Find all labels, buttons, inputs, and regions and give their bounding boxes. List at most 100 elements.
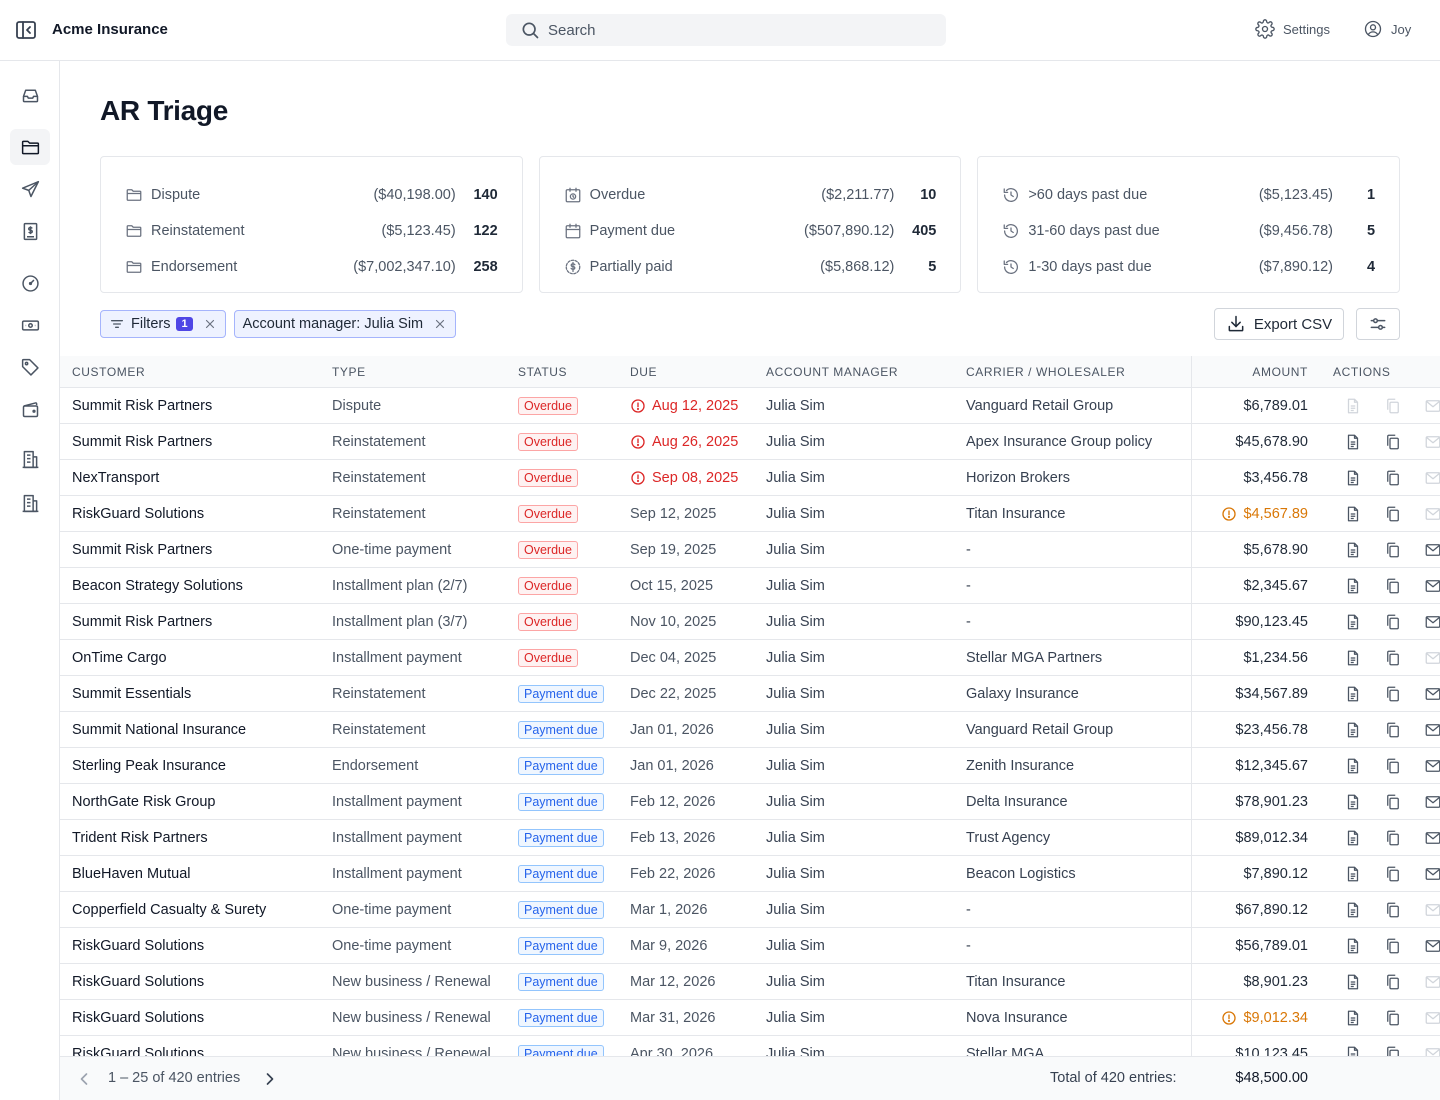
document-icon[interactable] (1333, 865, 1373, 883)
customer-name[interactable]: NexTransport (72, 469, 160, 486)
copy-icon[interactable] (1373, 1009, 1413, 1027)
close-icon[interactable] (433, 317, 447, 331)
column-settings-button[interactable] (1356, 308, 1400, 340)
summary-row-31-60-days-past-due[interactable]: 31-60 days past due ($9,456.78) 5 (1002, 213, 1375, 249)
mail-icon[interactable] (1413, 973, 1440, 991)
copy-icon[interactable] (1373, 937, 1413, 955)
table-row[interactable]: Summit National Insurance Reinstatement Pa… (60, 712, 1440, 748)
table-row[interactable]: RiskGuard Solutions New business / Renewa… (60, 1036, 1440, 1056)
copy-icon[interactable] (1373, 541, 1413, 559)
search-input[interactable]: Search (506, 14, 946, 46)
filters-chip[interactable]: Filters 1 (100, 310, 226, 338)
summary-row-60-days-past-due[interactable]: >60 days past due ($5,123.45) 1 (1002, 177, 1375, 213)
header-amount[interactable]: AMOUNT (1252, 364, 1308, 379)
customer-name[interactable]: BlueHaven Mutual (72, 865, 191, 882)
document-icon[interactable] (1333, 469, 1373, 487)
document-icon[interactable] (1333, 721, 1373, 739)
document-icon[interactable] (1333, 1009, 1373, 1027)
copy-icon[interactable] (1373, 433, 1413, 451)
mail-icon[interactable] (1413, 397, 1440, 415)
sidebar-toggle-icon[interactable] (14, 18, 38, 42)
table-row[interactable]: Trident Risk Partners Installment payment… (60, 820, 1440, 856)
table-row[interactable]: Sterling Peak Insurance Endorsement Paymen… (60, 748, 1440, 784)
mail-icon[interactable] (1413, 613, 1440, 631)
sidebar-item-invoices[interactable] (10, 213, 50, 249)
summary-row-dispute[interactable]: Dispute ($40,198.00) 140 (125, 177, 498, 213)
customer-name[interactable]: RiskGuard Solutions (72, 1045, 205, 1057)
header-due[interactable]: DUE (630, 364, 658, 379)
sidebar-item-wallet[interactable] (10, 391, 50, 427)
header-account-manager[interactable]: ACCOUNT MANAGER (766, 364, 899, 379)
copy-icon[interactable] (1373, 865, 1413, 883)
sidebar-item-organizations[interactable] (10, 441, 50, 477)
mail-icon[interactable] (1413, 829, 1440, 847)
copy-icon[interactable] (1373, 829, 1413, 847)
table-row[interactable]: RiskGuard Solutions New business / Renewa… (60, 964, 1440, 1000)
document-icon[interactable] (1333, 757, 1373, 775)
sidebar-item-dashboard[interactable] (10, 265, 50, 301)
copy-icon[interactable] (1373, 649, 1413, 667)
copy-icon[interactable] (1373, 757, 1413, 775)
close-icon[interactable] (203, 317, 217, 331)
mail-icon[interactable] (1413, 541, 1440, 559)
table-row[interactable]: Summit Risk Partners One-time payment Over… (60, 532, 1440, 568)
copy-icon[interactable] (1373, 469, 1413, 487)
mail-icon[interactable] (1413, 1009, 1440, 1027)
copy-icon[interactable] (1373, 397, 1413, 415)
table-row[interactable]: Summit Risk Partners Dispute Overdue Aug 12… (60, 388, 1440, 424)
customer-name[interactable]: Trident Risk Partners (72, 829, 208, 846)
document-icon[interactable] (1333, 937, 1373, 955)
copy-icon[interactable] (1373, 685, 1413, 703)
mail-icon[interactable] (1413, 433, 1440, 451)
document-icon[interactable] (1333, 1045, 1373, 1056)
chevron-right-icon[interactable] (260, 1069, 280, 1089)
mail-icon[interactable] (1413, 685, 1440, 703)
table-row[interactable]: OnTime Cargo Installment payment Overdue De… (60, 640, 1440, 676)
summary-row-1-30-days-past-due[interactable]: 1-30 days past due ($7,890.12) 4 (1002, 249, 1375, 285)
copy-icon[interactable] (1373, 613, 1413, 631)
mail-icon[interactable] (1413, 901, 1440, 919)
table-row[interactable]: Beacon Strategy Solutions Installment pla… (60, 568, 1440, 604)
header-type[interactable]: TYPE (332, 364, 366, 379)
customer-name[interactable]: Copperfield Casualty & Surety (72, 901, 267, 918)
document-icon[interactable] (1333, 901, 1373, 919)
summary-row-endorsement[interactable]: Endorsement ($7,002,347.10) 258 (125, 249, 498, 285)
document-icon[interactable] (1333, 397, 1373, 415)
customer-name[interactable]: RiskGuard Solutions (72, 1009, 205, 1026)
mail-icon[interactable] (1413, 865, 1440, 883)
table-row[interactable]: Summit Risk Partners Reinstatement Overdue… (60, 424, 1440, 460)
sidebar-item-folders[interactable] (10, 129, 50, 165)
copy-icon[interactable] (1373, 721, 1413, 739)
table-row[interactable]: NexTransport Reinstatement Overdue Sep 08, … (60, 460, 1440, 496)
table-row[interactable]: Summit Essentials Reinstatement Payment du… (60, 676, 1440, 712)
customer-name[interactable]: Summit Essentials (72, 685, 192, 702)
header-status[interactable]: STATUS (518, 364, 568, 379)
sidebar-item-send[interactable] (10, 171, 50, 207)
account-manager-filter-chip[interactable]: Account manager: Julia Sim (233, 310, 457, 338)
document-icon[interactable] (1333, 613, 1373, 631)
mail-icon[interactable] (1413, 793, 1440, 811)
copy-icon[interactable] (1373, 1045, 1413, 1056)
copy-icon[interactable] (1373, 505, 1413, 523)
customer-name[interactable]: Beacon Strategy Solutions (72, 577, 243, 594)
chevron-left-icon[interactable] (74, 1069, 94, 1089)
document-icon[interactable] (1333, 505, 1373, 523)
customer-name[interactable]: RiskGuard Solutions (72, 973, 205, 990)
customer-name[interactable]: NorthGate Risk Group (72, 793, 216, 810)
customer-name[interactable]: OnTime Cargo (72, 649, 167, 666)
customer-name[interactable]: RiskGuard Solutions (72, 937, 205, 954)
copy-icon[interactable] (1373, 793, 1413, 811)
table-row[interactable]: RiskGuard Solutions Reinstatement Overdue S… (60, 496, 1440, 532)
mail-icon[interactable] (1413, 721, 1440, 739)
customer-name[interactable]: Summit Risk Partners (72, 397, 213, 414)
summary-row-partially-paid[interactable]: Partially paid ($5,868.12) 5 (564, 249, 936, 285)
table-row[interactable]: RiskGuard Solutions New business / Renewa… (60, 1000, 1440, 1036)
table-row[interactable]: BlueHaven Mutual Installment payment Payme… (60, 856, 1440, 892)
table-row[interactable]: Copperfield Casualty & Surety One-time pa… (60, 892, 1440, 928)
summary-row-payment-due[interactable]: Payment due ($507,890.12) 405 (564, 213, 936, 249)
header-customer[interactable]: CUSTOMER (72, 364, 146, 379)
sidebar-item-tags[interactable] (10, 349, 50, 385)
mail-icon[interactable] (1413, 649, 1440, 667)
sidebar-item-carriers[interactable] (10, 485, 50, 521)
copy-icon[interactable] (1373, 901, 1413, 919)
